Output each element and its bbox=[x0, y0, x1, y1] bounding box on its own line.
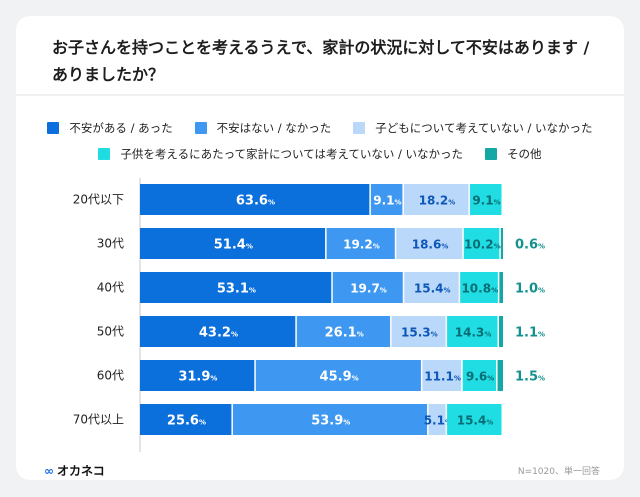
legend-swatch bbox=[47, 122, 60, 134]
bar-segment bbox=[255, 360, 421, 391]
bar-segment bbox=[332, 272, 403, 303]
bar-segment bbox=[422, 360, 462, 391]
sample-note: N=1020、単一回答 bbox=[517, 467, 600, 477]
bar-segment bbox=[460, 272, 498, 303]
bar-segment bbox=[447, 404, 502, 435]
data-label: 31.9% bbox=[178, 370, 217, 385]
legend-swatch bbox=[353, 122, 366, 134]
bar-segment bbox=[463, 228, 500, 259]
data-label: 1.1% bbox=[515, 326, 545, 341]
category-label: 50代 bbox=[97, 325, 124, 339]
bar-segment bbox=[140, 360, 255, 391]
category-label: 40代 bbox=[97, 281, 124, 295]
bar-segment bbox=[391, 316, 446, 347]
bar-segment bbox=[462, 360, 497, 391]
bar-segment bbox=[140, 184, 370, 215]
chart-card: お子さんを持つことを考えるうえで、家計の状況に対して不安はあります / ありまし… bbox=[16, 16, 624, 480]
bar-segment bbox=[370, 184, 403, 215]
data-label: 25.6% bbox=[167, 414, 206, 429]
data-label: 9.1% bbox=[472, 194, 500, 208]
data-label: 9.6% bbox=[466, 370, 494, 384]
logo: ∞ オカネコ bbox=[44, 463, 105, 479]
legend-label: 不安がある / あった bbox=[69, 121, 173, 135]
data-label: 19.7% bbox=[350, 282, 387, 296]
bar-segment bbox=[296, 316, 391, 347]
bar-segment bbox=[232, 404, 428, 435]
data-label: 19.2% bbox=[343, 238, 380, 252]
data-label: 15.4% bbox=[414, 282, 451, 296]
category-label: 60代 bbox=[97, 369, 124, 383]
legend-label: その他 bbox=[507, 147, 542, 161]
logo-icon: ∞ bbox=[44, 463, 54, 478]
bar-segment bbox=[499, 272, 503, 303]
data-label: 15.3% bbox=[401, 326, 438, 340]
bar-segment bbox=[428, 404, 446, 435]
legend-item: 子どもについて考えていない / いなかった bbox=[353, 120, 593, 136]
category-label: 20代以下 bbox=[73, 193, 124, 207]
data-label: 51.4% bbox=[214, 238, 253, 253]
legend-label: 子供を考えるにあたって家計については考えていない / いなかった bbox=[120, 147, 464, 161]
data-label: 10.2% bbox=[464, 238, 501, 252]
bar-segment bbox=[403, 184, 469, 215]
bar-segment bbox=[326, 228, 395, 259]
chart-title: お子さんを持つことを考えるうえで、家計の状況に対して不安はあります / ありまし… bbox=[52, 38, 590, 84]
category-label: 30代 bbox=[97, 237, 124, 251]
legend-label: 子どもについて考えていない / いなかった bbox=[375, 121, 593, 135]
legend-item: その他 bbox=[485, 146, 542, 162]
data-label: 1.5% bbox=[515, 370, 545, 385]
data-label: 14.3% bbox=[455, 326, 492, 340]
data-label: 18.2% bbox=[419, 194, 456, 208]
data-label: 11.1% bbox=[424, 370, 461, 384]
bar-segment bbox=[140, 272, 332, 303]
data-label: 53.1% bbox=[217, 282, 256, 297]
bar-chart: 20代以下 63.6% 9.1% 18.2% 9.1% 30代 51.4% 19.2% 18.6… bbox=[73, 178, 545, 452]
bar-segment bbox=[447, 316, 498, 347]
bar-segment bbox=[404, 272, 459, 303]
data-label: 10.8% bbox=[461, 282, 498, 296]
bar-segment bbox=[497, 360, 503, 391]
legend-swatch bbox=[98, 148, 111, 160]
bar-segment bbox=[140, 316, 296, 347]
bar-segment bbox=[500, 228, 503, 259]
bar-segment bbox=[396, 228, 463, 259]
bar-segment bbox=[140, 228, 326, 259]
legend-label: 不安はない / なかった bbox=[216, 121, 332, 135]
data-label: 26.1% bbox=[325, 326, 364, 341]
data-label: 45.9% bbox=[320, 370, 359, 385]
data-label: 53.9% bbox=[311, 414, 350, 429]
legend-item: 不安がある / あった bbox=[47, 120, 173, 136]
bar-segment bbox=[469, 184, 502, 215]
legend-item: 不安はない / なかった bbox=[194, 120, 332, 136]
data-label: 18.6% bbox=[412, 238, 449, 252]
legend-item: 子供を考えるにあたって家計については考えていない / いなかった bbox=[98, 146, 463, 162]
bar-segment bbox=[499, 316, 503, 347]
legend: 不安がある / あった 不安はない / なかった 子どもについて考えていない / い… bbox=[16, 120, 624, 172]
data-label: 0.6% bbox=[515, 238, 545, 253]
data-label: 1.0% bbox=[515, 282, 545, 297]
data-label: 9.1% bbox=[373, 194, 401, 208]
divider bbox=[16, 94, 624, 96]
legend-swatch bbox=[485, 148, 498, 160]
data-label: 43.2% bbox=[199, 326, 238, 341]
category-label: 70代以上 bbox=[73, 413, 124, 427]
data-label: 63.6% bbox=[236, 194, 275, 209]
bar-segment bbox=[140, 404, 232, 435]
legend-swatch bbox=[194, 122, 207, 134]
data-label: 15.4% bbox=[457, 414, 494, 428]
